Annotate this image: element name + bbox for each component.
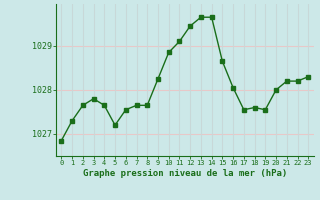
X-axis label: Graphe pression niveau de la mer (hPa): Graphe pression niveau de la mer (hPa) [83,169,287,178]
